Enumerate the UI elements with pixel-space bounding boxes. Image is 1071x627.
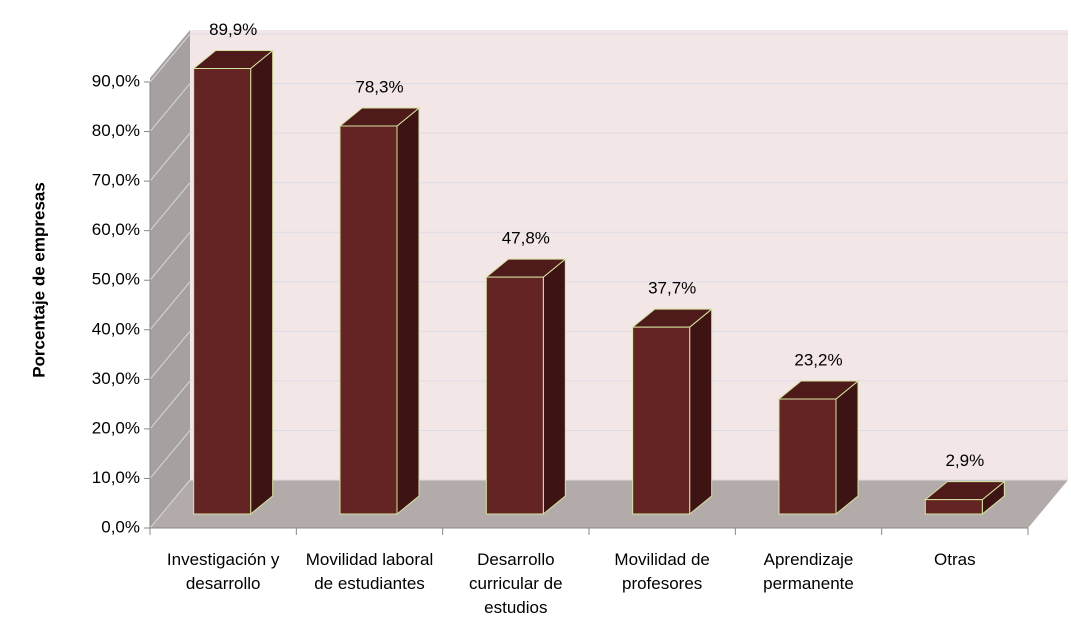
y-tick-label: 80,0% [92, 121, 140, 140]
y-tick-label: 70,0% [92, 171, 140, 190]
bar-side [250, 49, 274, 516]
x-tick-label: Investigación y desarrollo [166, 550, 280, 593]
bar [485, 276, 544, 515]
y-tick-label: 30,0% [92, 369, 140, 388]
bar [778, 398, 837, 515]
x-tick-label: Movilidad de profesores [614, 550, 710, 593]
x-tick-label: Movilidad laboral de estudiantes [305, 550, 434, 593]
bar [632, 326, 691, 515]
x-tick-label: Otras [934, 550, 976, 569]
y-tick-label: 90,0% [92, 71, 140, 90]
grid-line [149, 231, 191, 281]
grid-line [149, 132, 191, 182]
value-label: 2,9% [945, 451, 984, 470]
bar [339, 125, 398, 515]
grid-line [149, 33, 191, 83]
grid-line [149, 182, 191, 231]
y-axis-label: Porcentaje de empresas [29, 182, 48, 378]
y-tick-label: 40,0% [92, 319, 140, 338]
value-label: 23,2% [794, 351, 842, 370]
bar-side [835, 379, 859, 516]
value-label: 78,3% [355, 77, 403, 96]
x-tick-label: Aprendizaje permanente [763, 550, 854, 593]
grid-line [149, 430, 191, 479]
bar [924, 499, 983, 515]
bar [193, 67, 252, 515]
grid-line [149, 281, 191, 331]
y-tick-label: 60,0% [92, 220, 140, 239]
y-tick-label: 10,0% [92, 468, 140, 487]
grid-line [149, 479, 191, 529]
bar-side [542, 258, 566, 516]
bar-side [689, 308, 713, 516]
grid-line [149, 380, 191, 430]
bar-side [396, 106, 420, 516]
y-tick-label: 20,0% [92, 418, 140, 437]
value-label: 89,9% [209, 20, 257, 39]
x-tick-label: Desarrollo curricular de estudios [469, 550, 563, 617]
value-label: 37,7% [648, 279, 696, 298]
y-tick-label: 50,0% [92, 270, 140, 289]
y-tick-label: 0,0% [101, 517, 140, 536]
left-wall [150, 30, 190, 528]
grid-line [149, 331, 191, 380]
value-label: 47,8% [502, 229, 550, 248]
grid-line [149, 83, 191, 132]
back-wall [190, 30, 1068, 480]
